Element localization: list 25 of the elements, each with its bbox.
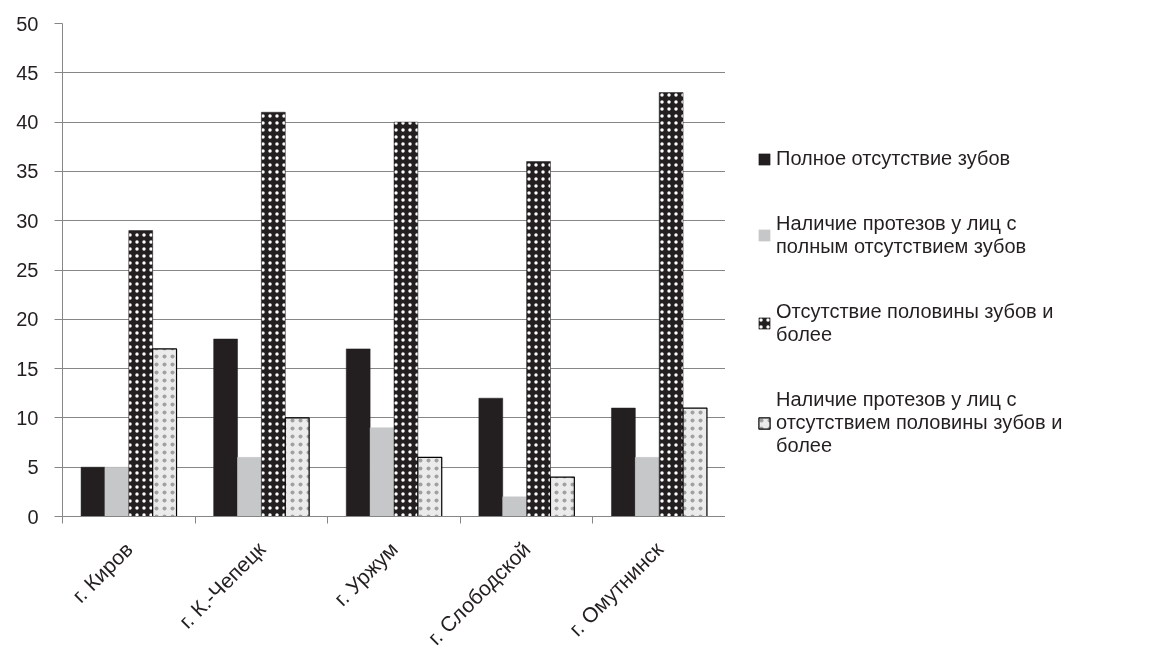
bar bbox=[478, 397, 503, 517]
bar bbox=[346, 348, 371, 517]
legend-label: Полное отсутствие зубов bbox=[776, 147, 1011, 170]
bar bbox=[369, 427, 395, 517]
y-tick-label: 45 bbox=[16, 61, 39, 84]
y-tick-label: 10 bbox=[16, 406, 39, 429]
y-tick-label: 35 bbox=[16, 160, 39, 183]
y-tick-label: 25 bbox=[16, 259, 39, 281]
y-tick-label: 5 bbox=[27, 456, 39, 479]
y-tick-label: 20 bbox=[16, 308, 39, 331]
bar bbox=[502, 496, 527, 517]
bar bbox=[104, 466, 130, 517]
bar bbox=[237, 457, 262, 517]
y-tick-label: 30 bbox=[16, 209, 39, 232]
bar bbox=[611, 407, 636, 517]
bar bbox=[635, 457, 660, 517]
bar bbox=[80, 466, 106, 517]
y-tick-label: 40 bbox=[16, 111, 39, 134]
y-tick-label: 50 bbox=[16, 12, 39, 35]
legend-label: Наличие протезов у лиц с отсутствием половины зубов и более bbox=[776, 388, 1063, 457]
y-tick-label: 0 bbox=[27, 505, 39, 528]
bar bbox=[213, 338, 238, 517]
legend-label: Отсутствие половины зубов и более bbox=[776, 300, 1054, 346]
y-tick-label: 15 bbox=[16, 357, 39, 380]
legend-label: Наличие протезов у лиц с полным отсутствием зубов bbox=[776, 212, 1027, 258]
